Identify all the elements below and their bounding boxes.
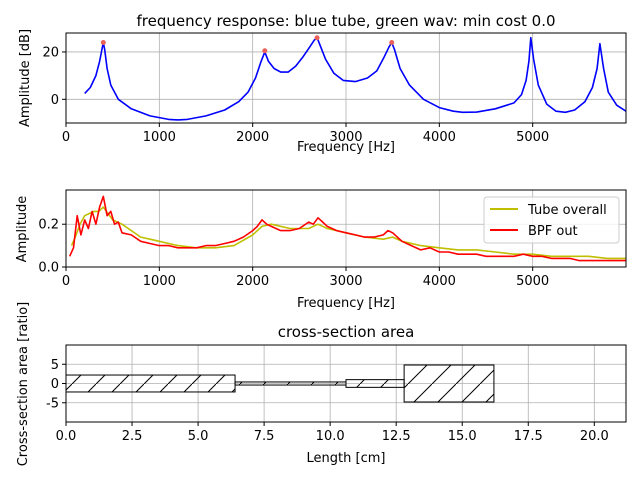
- x-tick-label: 5000: [516, 130, 549, 145]
- x-tick-label: 7.5: [254, 429, 275, 444]
- chart3-plot: [66, 364, 495, 403]
- y-tick-label: 0.0: [38, 261, 59, 276]
- chart2-ticks: 0 1000 2000 3000 4000 5000 0.0 0.2: [38, 218, 549, 289]
- x-tick-label: 2000: [236, 130, 269, 145]
- x-tick-label: 3000: [329, 274, 362, 289]
- x-tick-label: 15.0: [448, 429, 477, 444]
- chart3-title: cross-section area: [278, 323, 415, 341]
- y-tick-label: 5: [51, 358, 59, 373]
- chart3-ylabel: Cross-section area [ratio]: [16, 302, 31, 467]
- chart1-ylabel: Amplitude [dB]: [18, 29, 33, 127]
- tube-section-1: [234, 381, 347, 386]
- x-tick-label: 1000: [143, 274, 176, 289]
- y-tick-label: 0.2: [38, 218, 59, 233]
- x-tick-label: 17.5: [514, 429, 543, 444]
- chart2-frame: [65, 189, 627, 268]
- x-tick-label: 3000: [329, 130, 362, 145]
- series-line-1: [68, 195, 626, 262]
- chart2-ylabel: Amplitude: [15, 196, 30, 263]
- y-tick-label: 0: [51, 377, 59, 392]
- chart1-title: frequency response: blue tube, green wav…: [136, 12, 555, 30]
- tube-section-2: [345, 379, 405, 388]
- peak-marker: [314, 35, 320, 41]
- chart3-ticks: 0.0 2.5 5.0 7.5 10.0 12.5 15.0 17.5 20.0 -5 0 5: [46, 358, 609, 444]
- x-tick-label: 0.0: [56, 429, 77, 444]
- chart1-xlabel: Frequency [Hz]: [297, 140, 395, 155]
- tube-section-3: [403, 364, 495, 403]
- tube-section-0: [66, 374, 236, 393]
- y-tick-label: 0: [51, 93, 59, 108]
- x-tick-label: 2000: [236, 274, 269, 289]
- chart3-frame: [65, 344, 627, 423]
- chart3-xlabel: Length [cm]: [307, 451, 386, 466]
- series-line-0: [70, 206, 626, 260]
- chart2-legend: Tube overall BPF out: [483, 196, 620, 244]
- x-tick-label: 10.0: [316, 429, 345, 444]
- y-tick-label: 20: [42, 45, 59, 60]
- legend-label-tube: Tube overall: [527, 203, 607, 218]
- x-tick-label: 0: [62, 274, 70, 289]
- x-tick-label: 2.5: [122, 429, 143, 444]
- x-tick-label: 12.5: [382, 429, 411, 444]
- x-tick-label: 20.0: [580, 429, 609, 444]
- x-tick-label: 5.0: [188, 429, 209, 444]
- peak-marker: [389, 39, 395, 45]
- x-tick-label: 5000: [516, 274, 549, 289]
- chart2-plot: [68, 195, 626, 262]
- chart-frequency-response: frequency response: blue tube, green wav…: [18, 12, 627, 155]
- y-tick-label: -5: [46, 396, 59, 411]
- peak-marker: [262, 48, 268, 54]
- chart1-plot: [84, 35, 626, 121]
- chart-amplitude: 0 1000 2000 3000 4000 5000 0.0 0.2 Frequency [H…: [15, 189, 627, 311]
- legend-label-bpf: BPF out: [528, 224, 578, 239]
- chart1-grid: [65, 33, 626, 123]
- chart1-ticks: 0 1000 2000 3000 4000 5000 0 20: [42, 45, 549, 145]
- x-tick-label: 4000: [423, 130, 456, 145]
- chart-cross-section: cross-section area 0.0 2.5 5.0 7.5 10.0 12.5 1…: [16, 302, 627, 467]
- series-line-0: [84, 36, 626, 121]
- chart1-frame: [65, 32, 627, 124]
- peak-marker: [100, 39, 106, 45]
- x-tick-label: 1000: [143, 130, 176, 145]
- x-tick-label: 0: [62, 130, 70, 145]
- chart2-xlabel: Frequency [Hz]: [297, 296, 395, 311]
- x-tick-label: 4000: [423, 274, 456, 289]
